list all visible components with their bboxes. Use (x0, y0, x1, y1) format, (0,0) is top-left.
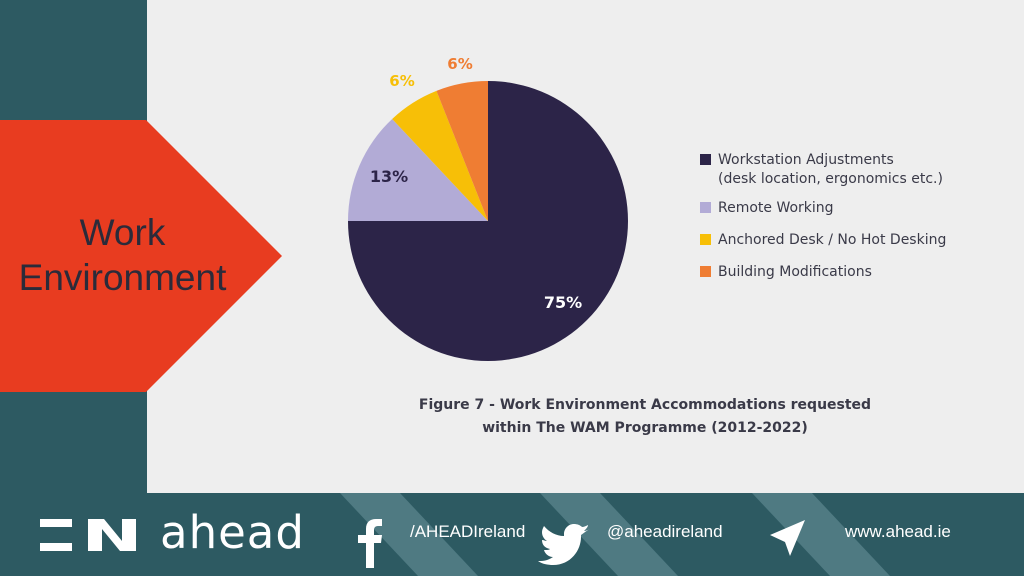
brand-name[interactable]: ahead (160, 506, 305, 559)
legend-swatch (700, 234, 711, 245)
section-title-line1: Work (79, 212, 166, 253)
twitter-icon[interactable] (538, 524, 590, 565)
caption-line1: Figure 7 - Work Environment Accommodatio… (418, 397, 872, 413)
pie-labels: 75% 13% 6% 6% (370, 55, 582, 312)
send-arrow-icon[interactable] (770, 520, 805, 556)
slice-value-label: 13% (370, 167, 408, 186)
footer-bar: ahead /AHEADIreland @aheadireland www.ah… (0, 493, 1024, 576)
section-arrow-shape (0, 120, 282, 392)
facebook-link[interactable]: /AHEADIreland (410, 522, 526, 541)
legend-label-line2: (desk location, ergonomics etc.) (718, 171, 943, 187)
legend-swatch (700, 266, 711, 277)
pie-slice (392, 90, 488, 221)
legend-label: Workstation Adjustments (718, 152, 894, 168)
legend-label: Anchored Desk / No Hot Desking (718, 232, 946, 248)
slice-value-label: 6% (447, 55, 472, 73)
pie-slices (348, 81, 628, 361)
legend-swatch (700, 202, 711, 213)
footer-decorations (40, 493, 890, 576)
facebook-icon[interactable] (358, 519, 382, 568)
slice-value-label: 75% (544, 293, 582, 312)
legend: Workstation Adjustments (desk location, e… (700, 152, 946, 280)
section-title: Work Environment (0, 210, 245, 300)
footer-stripe (340, 493, 478, 576)
pie-chart: 75% 13% 6% 6% Workstation Adjustments (desk … (348, 55, 946, 361)
legend-swatch (700, 154, 711, 165)
twitter-link[interactable]: @aheadireland (607, 522, 723, 541)
pie-slice (348, 118, 488, 221)
caption-line2: within The WAM Programme (2012-2022) (482, 420, 808, 436)
slice-value-label: 6% (389, 72, 414, 90)
pie-slice (436, 81, 488, 221)
website-link[interactable]: www.ahead.ie (845, 522, 951, 541)
legend-label: Building Modifications (718, 264, 872, 280)
legend-label: Remote Working (718, 200, 834, 216)
footer-stripe (540, 493, 678, 576)
section-title-line2: Environment (18, 257, 227, 298)
figure-caption: Figure 7 - Work Environment Accommodatio… (380, 394, 910, 440)
ahead-logo-icon (40, 519, 136, 551)
footer-stripe (752, 493, 890, 576)
